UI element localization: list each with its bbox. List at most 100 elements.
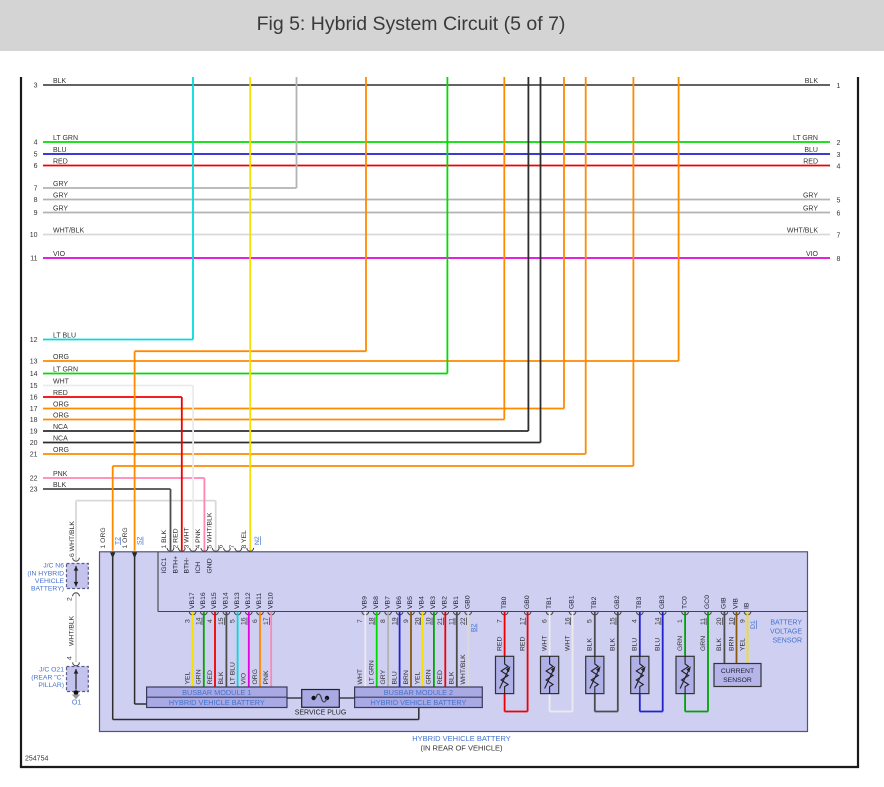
- svg-text:VB14: VB14: [223, 592, 230, 609]
- svg-text:6 WHT/BLK: 6 WHT/BLK: [69, 521, 76, 557]
- svg-text:T2: T2: [114, 537, 121, 545]
- svg-text:4: 4: [207, 619, 214, 623]
- svg-text:13: 13: [30, 359, 38, 366]
- svg-text:BLU: BLU: [391, 671, 398, 684]
- svg-text:CURRENT: CURRENT: [721, 668, 754, 675]
- svg-text:GRY: GRY: [380, 669, 387, 684]
- svg-text:BATTERY: BATTERY: [770, 620, 802, 627]
- svg-text:NCA: NCA: [53, 424, 68, 431]
- svg-text:RED: RED: [207, 670, 214, 684]
- svg-text:ORG: ORG: [252, 669, 259, 684]
- svg-text:11: 11: [700, 618, 707, 625]
- svg-text:Fig 5: Hybrid System Circuit (: Fig 5: Hybrid System Circuit (5 of 7): [257, 13, 566, 35]
- svg-text:WHT: WHT: [53, 378, 70, 385]
- svg-text:15: 15: [30, 383, 38, 390]
- svg-text:ORG: ORG: [53, 412, 69, 419]
- svg-text:11: 11: [30, 256, 37, 263]
- svg-text:9: 9: [403, 619, 410, 623]
- svg-text:WHT/BLK: WHT/BLK: [53, 227, 84, 234]
- svg-text:254754: 254754: [25, 756, 48, 763]
- svg-text:RED: RED: [53, 390, 68, 397]
- svg-text:17: 17: [263, 617, 270, 625]
- svg-text:YEL: YEL: [184, 671, 191, 684]
- svg-text:GIB: GIB: [721, 597, 728, 609]
- svg-text:SENSOR: SENSOR: [772, 638, 802, 645]
- svg-text:LT GRN: LT GRN: [369, 660, 376, 684]
- svg-text:GB0: GB0: [524, 595, 531, 609]
- svg-text:TC0: TC0: [681, 596, 688, 609]
- svg-text:J/C N6: J/C N6: [43, 563, 64, 570]
- svg-text:LT BLU: LT BLU: [53, 332, 76, 339]
- svg-text:GRY: GRY: [53, 192, 68, 199]
- svg-text:O1: O1: [72, 700, 81, 707]
- svg-text:4 PNK: 4 PNK: [195, 528, 202, 548]
- svg-text:WHT: WHT: [541, 636, 548, 651]
- svg-text:5 WHT/BLK: 5 WHT/BLK: [206, 512, 213, 548]
- svg-text:VB8: VB8: [373, 596, 380, 609]
- svg-text:HYBRID VEHICLE BATTERY: HYBRID VEHICLE BATTERY: [412, 734, 511, 743]
- svg-text:LT BLU: LT BLU: [229, 662, 236, 685]
- svg-text:ICH: ICH: [195, 562, 202, 574]
- svg-text:GRY: GRY: [803, 205, 818, 212]
- svg-text:1 ORG: 1 ORG: [100, 527, 107, 548]
- svg-text:HYBRID VEHICLE BATTERY: HYBRID VEHICLE BATTERY: [371, 698, 467, 707]
- svg-text:6: 6: [218, 545, 225, 549]
- svg-text:20: 20: [414, 617, 421, 625]
- svg-text:RED: RED: [519, 637, 526, 651]
- svg-text:GRN: GRN: [677, 636, 684, 651]
- svg-text:HYBRID VEHICLE BATTERY: HYBRID VEHICLE BATTERY: [169, 698, 265, 707]
- svg-text:6: 6: [541, 619, 548, 623]
- svg-text:GRY: GRY: [803, 192, 818, 199]
- svg-text:1 ORG: 1 ORG: [122, 527, 129, 548]
- svg-text:VB7: VB7: [384, 596, 391, 609]
- svg-text:VEHICLE: VEHICLE: [35, 578, 65, 585]
- svg-text:6: 6: [252, 619, 259, 623]
- svg-text:3: 3: [34, 83, 38, 90]
- svg-text:6: 6: [34, 163, 38, 170]
- svg-text:7: 7: [837, 233, 841, 240]
- svg-text:7: 7: [34, 186, 38, 193]
- svg-text:TB1: TB1: [546, 596, 553, 609]
- svg-text:15: 15: [610, 617, 617, 625]
- svg-text:6: 6: [837, 211, 841, 218]
- svg-text:(IN HYBRID: (IN HYBRID: [27, 571, 64, 578]
- svg-text:22: 22: [460, 617, 467, 625]
- svg-text:WHT/BLK: WHT/BLK: [460, 654, 467, 685]
- svg-text:BLK: BLK: [218, 671, 225, 684]
- svg-text:3 WHT: 3 WHT: [184, 527, 191, 548]
- svg-text:VB10: VB10: [267, 592, 274, 609]
- svg-text:WHT: WHT: [564, 636, 571, 651]
- svg-text:RED: RED: [803, 158, 818, 165]
- svg-text:BLK: BLK: [53, 78, 67, 85]
- svg-text:2 RED: 2 RED: [172, 528, 179, 548]
- svg-text:4: 4: [837, 164, 841, 171]
- svg-text:4: 4: [34, 140, 38, 147]
- svg-text:GRY: GRY: [53, 205, 68, 212]
- svg-text:15: 15: [218, 617, 225, 625]
- svg-text:16: 16: [30, 395, 38, 402]
- svg-text:17: 17: [519, 617, 526, 625]
- svg-text:IGC1: IGC1: [161, 557, 168, 573]
- svg-text:BLK: BLK: [449, 671, 456, 684]
- svg-text:7: 7: [229, 545, 236, 549]
- svg-text:11: 11: [449, 618, 456, 625]
- svg-text:5: 5: [229, 619, 236, 623]
- svg-text:5: 5: [837, 198, 841, 205]
- svg-text:18: 18: [369, 617, 376, 625]
- svg-text:ORG: ORG: [53, 354, 69, 361]
- svg-text:(IN REAR OF VEHICLE): (IN REAR OF VEHICLE): [420, 744, 503, 753]
- svg-text:19: 19: [391, 617, 398, 625]
- svg-text:GRY: GRY: [53, 181, 68, 188]
- svg-text:VB2: VB2: [442, 596, 449, 609]
- svg-text:3: 3: [184, 619, 191, 623]
- svg-text:7: 7: [496, 619, 503, 623]
- svg-text:BATTERY): BATTERY): [31, 586, 64, 593]
- svg-text:S2: S2: [137, 536, 144, 545]
- svg-text:GRN: GRN: [700, 636, 707, 651]
- svg-text:3: 3: [837, 152, 841, 159]
- svg-text:BLU: BLU: [804, 147, 818, 154]
- svg-text:VB3: VB3: [430, 596, 437, 609]
- svg-text:VB6: VB6: [396, 596, 403, 609]
- svg-text:RED: RED: [496, 637, 503, 651]
- svg-text:BLU: BLU: [655, 638, 662, 651]
